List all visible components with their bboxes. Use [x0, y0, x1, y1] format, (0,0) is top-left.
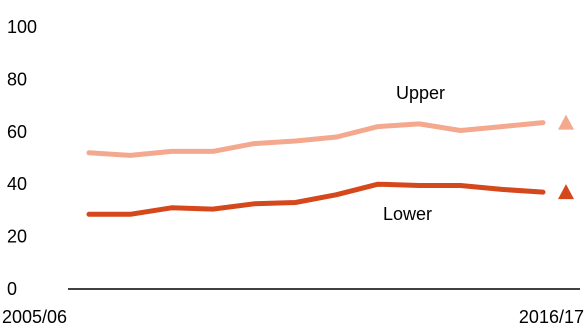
y-tick-label: 0 [7, 279, 17, 299]
end-marker-lower [558, 184, 574, 200]
x-axis-tick-labels: 2005/06 2016/17 [2, 307, 584, 327]
series-label-upper: Upper [396, 83, 445, 103]
x-tick-label-first: 2005/06 [2, 307, 67, 327]
series-line-lower [86, 181, 546, 217]
y-tick-label: 40 [7, 174, 27, 194]
y-tick-label: 20 [7, 227, 27, 247]
y-tick-label: 100 [7, 17, 37, 37]
series-label-lower: Lower [383, 204, 432, 224]
y-axis-tick-labels: 0 20 40 60 80 100 [7, 17, 37, 299]
end-marker-upper [558, 114, 574, 130]
x-tick-label-last: 2016/17 [519, 307, 584, 327]
series-layer: Upper Lower [86, 83, 574, 224]
series-line-upper [86, 120, 546, 158]
y-tick-label: 80 [7, 69, 27, 89]
y-tick-label: 60 [7, 122, 27, 142]
